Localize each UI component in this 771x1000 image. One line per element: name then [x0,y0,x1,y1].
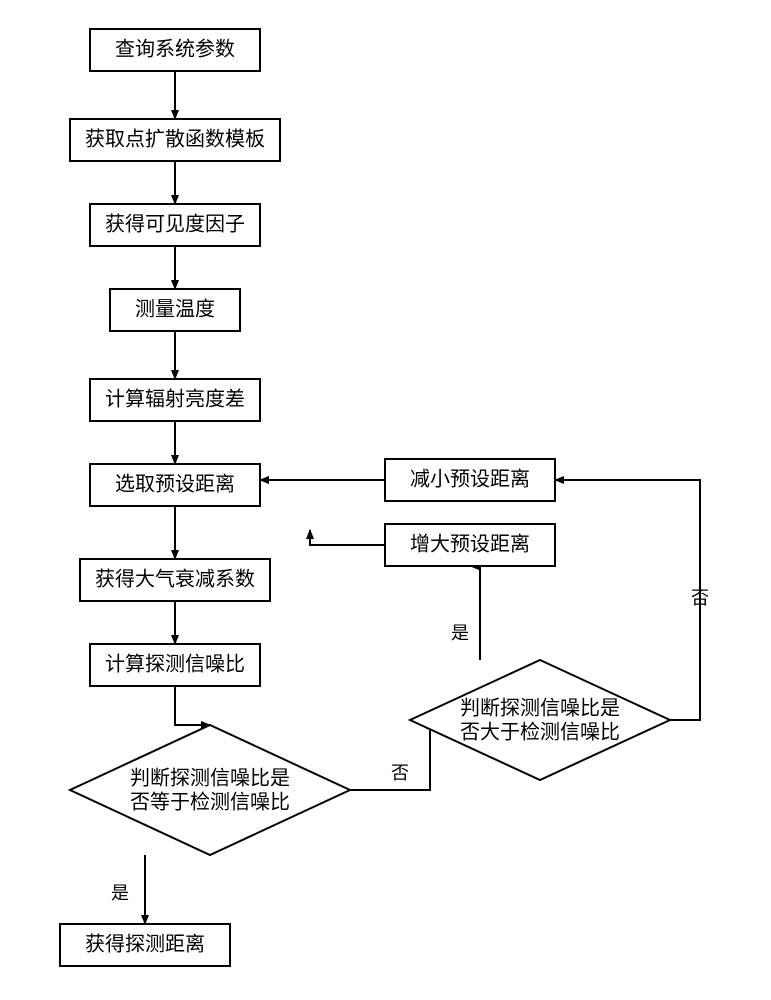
node-label: 查询系统参数 [115,38,235,61]
node-label: 获得大气衰减系数 [95,568,255,591]
decision-node [410,660,670,780]
node-label: 否大于检测信噪比 [460,721,620,744]
decision-node [70,725,350,855]
node-label: 增大预设距离 [410,533,530,556]
node-label: 获得可见度因子 [105,213,245,236]
edge-label: 是 [451,623,469,643]
node-label: 计算探测信噪比 [105,653,245,676]
node-label: 判断探测信噪比是 [460,697,620,720]
edge [350,720,430,790]
node-label: 选取预设距离 [115,473,235,496]
edge [310,530,385,545]
edge-label: 否 [391,763,409,783]
node-label: 减小预设距离 [410,468,530,491]
node-label: 获得探测距离 [85,933,205,956]
node-label: 判断探测信噪比是 [130,767,290,790]
node-label: 测量温度 [135,298,215,321]
edge [175,686,210,725]
edge-label: 是 [111,883,129,903]
edge [470,566,480,660]
node-label: 计算辐射亮度差 [105,388,245,411]
node-label: 获取点扩散函数模板 [85,128,265,151]
flowchart: 是否是否查询系统参数获取点扩散函数模板获得可见度因子测量温度计算辐射亮度差选取预… [0,0,771,1000]
node-label: 否等于检测信噪比 [130,791,290,814]
edge-label: 否 [691,588,709,608]
